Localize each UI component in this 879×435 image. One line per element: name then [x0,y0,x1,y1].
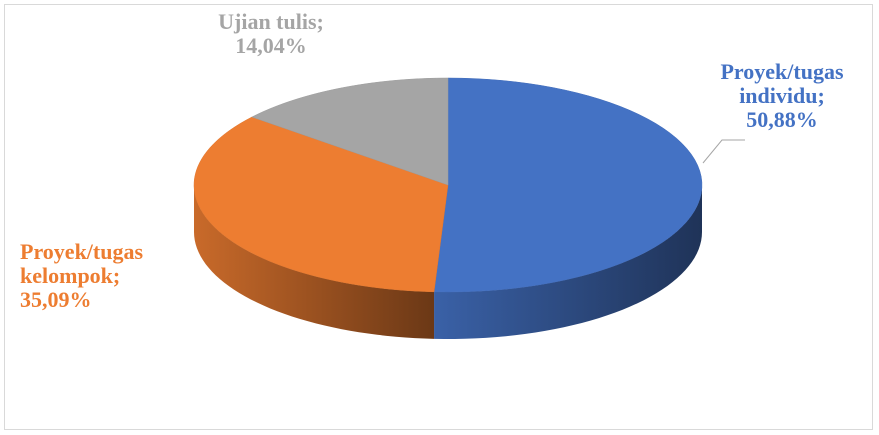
label-kelompok-line3: 35,09% [20,287,92,312]
label-individu-line3: 50,88% [746,107,818,132]
pie-slice-ujian-tulis [251,77,449,186]
pie-side-walls [194,185,702,339]
pie-slice-proyek-tugas-kelompok [193,116,449,293]
label-kelompok: Proyek/tugas kelompok; 35,09% [20,240,180,312]
pie-side-proyek-tugas-individu [434,185,702,339]
label-ujian-tulis-line2: 14,04% [235,33,307,58]
label-kelompok-line2: kelompok; [20,263,121,288]
pie-slice-proyek-tugas-individu [433,77,703,293]
label-individu-line2: individu; [739,83,825,108]
label-individu-line1: Proyek/tugas [720,59,844,84]
pie-side-proyek-tugas-kelompok [194,185,435,339]
label-individu: Proyek/tugas individu; 50,88% [702,60,862,132]
label-leader-line [702,139,745,164]
label-ujian-tulis-line1: Ujian tulis; [218,9,324,34]
label-ujian-tulis: Ujian tulis; 14,04% [196,10,346,58]
pie-slices [193,77,703,293]
label-kelompok-line1: Proyek/tugas [20,239,144,264]
